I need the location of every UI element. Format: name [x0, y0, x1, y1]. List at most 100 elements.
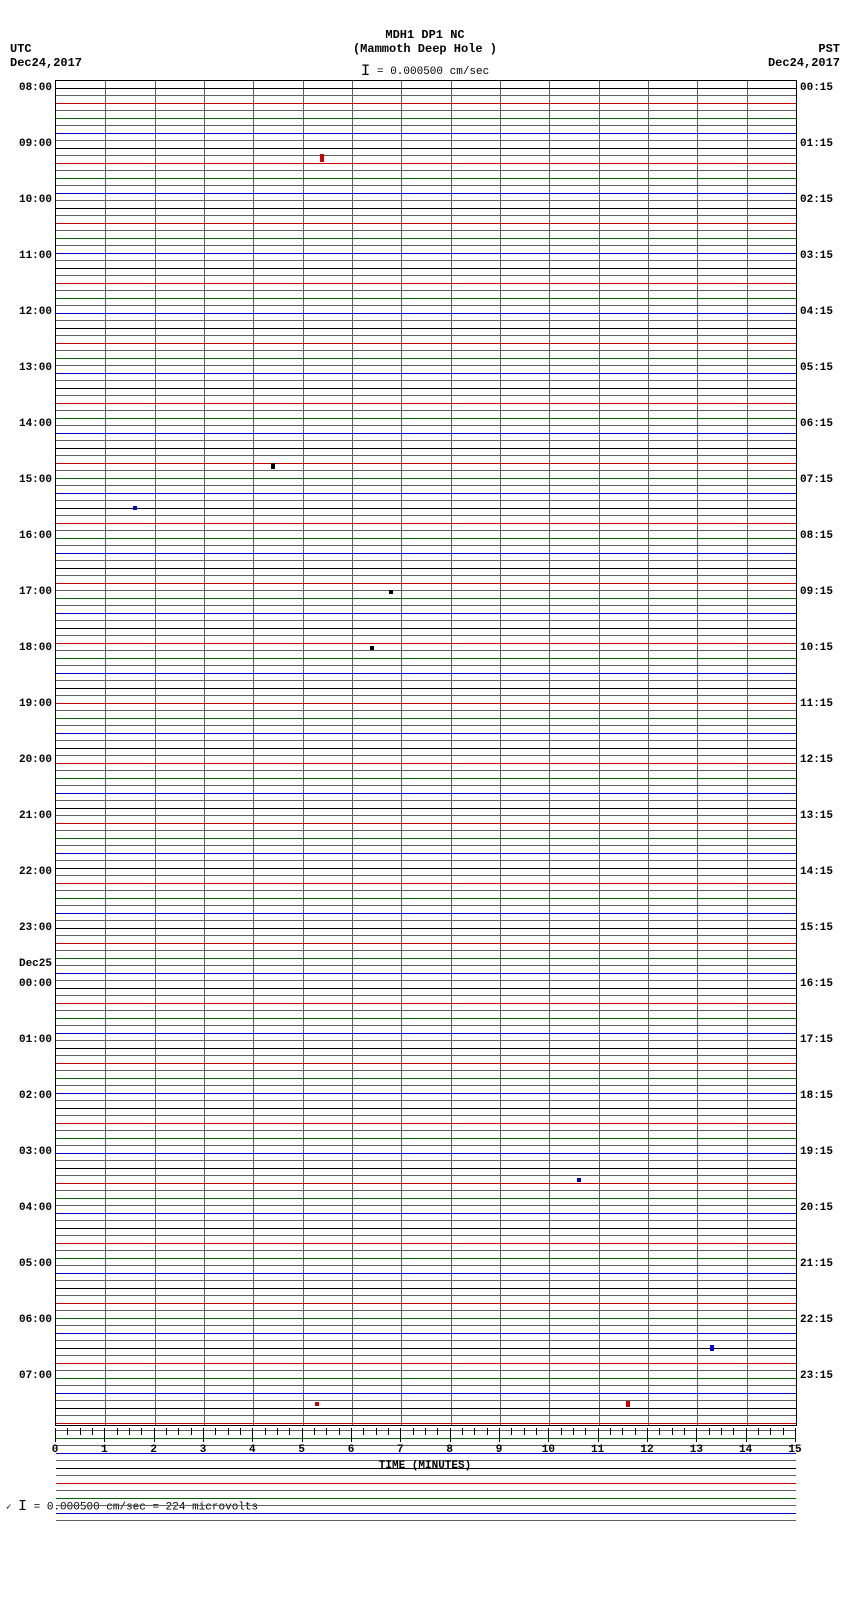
pst-time-label: 20:15 — [796, 1202, 833, 1214]
x-tick-major — [598, 1428, 599, 1442]
x-tick-minor — [487, 1428, 488, 1435]
x-tick-minor — [758, 1428, 759, 1435]
trace-baseline — [56, 1063, 796, 1064]
trace-row — [56, 321, 796, 336]
pst-time-label: 05:15 — [796, 362, 833, 374]
pst-time-label: 13:15 — [796, 810, 833, 822]
trace-baseline — [56, 178, 796, 179]
x-tick-major — [400, 1428, 401, 1442]
tz-left-block: UTC Dec24,2017 — [10, 42, 82, 71]
x-tick-minor — [635, 1428, 636, 1435]
trace-row — [56, 1371, 796, 1386]
trace-row — [56, 861, 796, 876]
trace-row — [56, 786, 796, 801]
trace-baseline — [56, 1213, 796, 1214]
trace-baseline — [56, 643, 796, 644]
x-tick-major — [55, 1428, 56, 1442]
x-tick-major — [746, 1428, 747, 1442]
x-tick-major — [252, 1428, 253, 1442]
trace-baseline — [56, 1348, 796, 1349]
x-tick-label: 15 — [788, 1444, 801, 1456]
trace-row — [56, 1221, 796, 1236]
x-axis: TIME (MINUTES) 0123456789101112131415 — [55, 1428, 795, 1478]
x-tick-minor — [339, 1428, 340, 1435]
trace-row — [56, 1116, 796, 1131]
trace-row — [56, 141, 796, 156]
x-tick-major — [795, 1428, 796, 1442]
trace-row — [56, 816, 796, 831]
trace-row — [56, 1296, 796, 1311]
pst-time-label: 12:15 — [796, 754, 833, 766]
trace-baseline — [56, 793, 796, 794]
trace-baseline — [56, 448, 796, 449]
x-tick-label: 10 — [542, 1444, 555, 1456]
trace-baseline — [56, 958, 796, 959]
x-tick-minor — [413, 1428, 414, 1435]
trace-row — [56, 876, 796, 891]
trace-row — [56, 981, 796, 996]
x-tick-major — [696, 1428, 697, 1442]
x-tick-minor — [92, 1428, 93, 1435]
x-tick-label: 3 — [200, 1444, 207, 1456]
trace-baseline — [56, 1153, 796, 1154]
x-tick-minor — [166, 1428, 167, 1435]
trace-row — [56, 396, 796, 411]
pst-time-label: 07:15 — [796, 474, 833, 486]
trace-baseline — [56, 1333, 796, 1334]
utc-time-label: 04:00 — [19, 1202, 56, 1214]
trace-baseline — [56, 733, 796, 734]
trace-baseline — [56, 763, 796, 764]
trace-row — [56, 1011, 796, 1026]
x-tick-minor — [425, 1428, 426, 1435]
x-tick-label: 13 — [690, 1444, 703, 1456]
trace-baseline — [56, 943, 796, 944]
trace-row — [56, 471, 796, 486]
x-tick-label: 11 — [591, 1444, 604, 1456]
x-tick-minor — [388, 1428, 389, 1435]
trace-baseline — [56, 508, 796, 509]
trace-row — [56, 1206, 796, 1221]
x-tick-minor — [672, 1428, 673, 1435]
x-tick-minor — [277, 1428, 278, 1435]
trace-baseline — [56, 1393, 796, 1394]
seismic-event — [577, 1178, 581, 1182]
trace-baseline — [56, 1093, 796, 1094]
trace-row — [56, 801, 796, 816]
trace-row — [56, 996, 796, 1011]
trace-row — [56, 1251, 796, 1266]
x-tick-minor — [67, 1428, 68, 1435]
trace-baseline — [56, 103, 796, 104]
pst-time-label: 00:15 — [796, 82, 833, 94]
utc-time-label: 22:00 — [19, 866, 56, 878]
x-tick-minor — [536, 1428, 537, 1435]
trace-baseline — [56, 808, 796, 809]
trace-row — [56, 1506, 796, 1521]
trace-baseline — [56, 1303, 796, 1304]
trace-row — [56, 966, 796, 981]
trace-row — [56, 516, 796, 531]
x-tick-label: 0 — [52, 1444, 59, 1456]
trace-row — [56, 1101, 796, 1116]
trace-row — [56, 891, 796, 906]
trace-row — [56, 1386, 796, 1401]
trace-row — [56, 96, 796, 111]
x-tick-minor — [314, 1428, 315, 1435]
utc-time-label: 09:00 — [19, 138, 56, 150]
trace-baseline — [56, 1408, 796, 1409]
pst-time-label: 11:15 — [796, 698, 833, 710]
trace-baseline — [56, 973, 796, 974]
x-tick-label: 9 — [496, 1444, 503, 1456]
trace-baseline — [56, 268, 796, 269]
trace-baseline — [56, 868, 796, 869]
trace-row — [56, 576, 796, 591]
seismic-event — [315, 1402, 319, 1406]
trace-baseline — [56, 253, 796, 254]
x-tick-minor — [240, 1428, 241, 1435]
x-tick-major — [647, 1428, 648, 1442]
trace-row — [56, 1281, 796, 1296]
x-tick-major — [203, 1428, 204, 1442]
utc-time-label: 14:00 — [19, 418, 56, 430]
pst-time-label: 16:15 — [796, 978, 833, 990]
trace-baseline — [56, 343, 796, 344]
x-tick-major — [104, 1428, 105, 1442]
